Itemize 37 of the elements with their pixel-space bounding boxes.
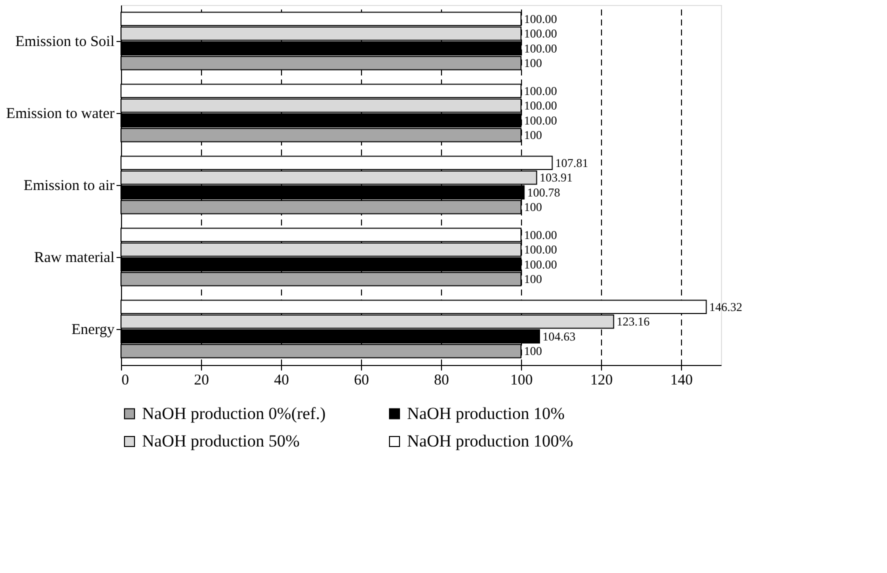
x-tick-label: 40 — [274, 372, 289, 388]
x-tick-label: 100 — [510, 372, 533, 388]
data-label: 100 — [524, 200, 542, 214]
data-label: 104.63 — [542, 329, 576, 344]
legend-label: NaOH production 50% — [142, 432, 300, 450]
x-tick-label: 20 — [194, 372, 209, 388]
y-tick-label: Emission to Soil — [15, 34, 114, 50]
y-tick-label: Raw material — [34, 250, 114, 266]
x-tick-label: 120 — [590, 372, 613, 388]
data-label: 100.78 — [527, 185, 560, 200]
legend-label: NaOH production 10% — [407, 404, 565, 423]
data-label: 146.32 — [709, 300, 742, 314]
data-label: 100.00 — [524, 26, 557, 41]
data-label: 100 — [524, 344, 542, 358]
data-label: 123.16 — [616, 314, 650, 329]
y-tick-label: Emission to air — [24, 178, 115, 194]
y-tick-label: Emission to water — [6, 106, 114, 122]
data-label: 100.00 — [524, 84, 557, 98]
data-label: 100.00 — [524, 257, 557, 272]
data-label: 100.00 — [524, 41, 557, 56]
legend-label: NaOH production 100% — [407, 432, 574, 450]
x-tick-label: 0 — [122, 372, 129, 388]
data-label: 100.00 — [524, 12, 557, 26]
data-label: 103.91 — [540, 170, 573, 185]
x-tick-label: 60 — [354, 372, 369, 388]
data-label: 100 — [524, 56, 542, 70]
data-label: 107.81 — [555, 156, 588, 170]
data-label: 100.00 — [524, 242, 557, 257]
x-tick-label: 80 — [434, 372, 449, 388]
x-tick-label: 140 — [670, 372, 693, 388]
legend-label: NaOH production 0%(ref.) — [142, 404, 326, 423]
data-label: 100 — [524, 272, 542, 286]
data-label: 100.00 — [524, 98, 557, 113]
y-tick-label: Energy — [71, 322, 115, 338]
data-label: 100.00 — [524, 113, 557, 128]
data-label: 100.00 — [524, 228, 557, 242]
data-label: 100 — [524, 128, 542, 142]
